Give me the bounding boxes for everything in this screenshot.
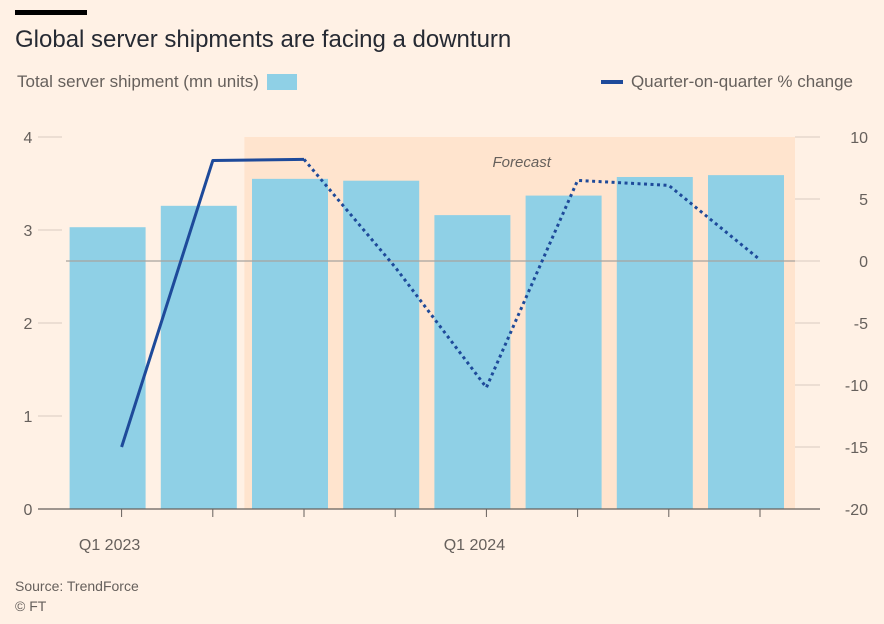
legend-line: Quarter-on-quarter % change [600,72,853,92]
right-axis-tick-label: 0 [859,254,868,271]
bar [69,227,146,509]
copyright: © FT [15,598,47,614]
left-axis-tick-label: 1 [24,409,33,426]
left-axis-tick-label: 0 [24,502,33,519]
forecast-label: Forecast [493,154,552,171]
x-tick-label: Q1 2023 [79,537,140,554]
right-axis-tick-label: 10 [850,130,868,147]
bar [616,176,693,510]
left-axis-tick-label: 2 [24,316,33,333]
legend-bar-swatch [266,74,297,90]
qoq-line-forecast [302,158,761,389]
bar [525,195,602,509]
right-axis-tick-label: -20 [845,502,868,519]
bar [252,178,328,509]
footer: Source: TrendForce © FT [15,576,139,616]
right-axis-tick-label: -5 [854,316,868,333]
right-axis-tick-label: -15 [845,440,868,457]
legend-line-label: Quarter-on-quarter % change [630,72,853,91]
right-axis-tick-label: -10 [845,378,868,395]
forecast-shade [244,137,795,509]
left-axis-tick-label: 3 [24,223,33,240]
bar [160,205,237,509]
legend-line-swatch [600,80,623,84]
x-tick-label: Q1 2024 [444,537,505,554]
bar [343,180,420,509]
source-note: Source: TrendForce [15,578,139,594]
left-axis-tick-label: 4 [24,130,33,147]
top-rule [15,10,87,15]
right-axis-tick-label: 5 [859,192,868,209]
chart-title: Global server shipments are facing a dow… [15,26,512,53]
legend-bar-label: Total server shipment (mn units) [17,72,259,91]
bar [708,175,784,509]
legend-bar: Total server shipment (mn units) [17,72,297,92]
